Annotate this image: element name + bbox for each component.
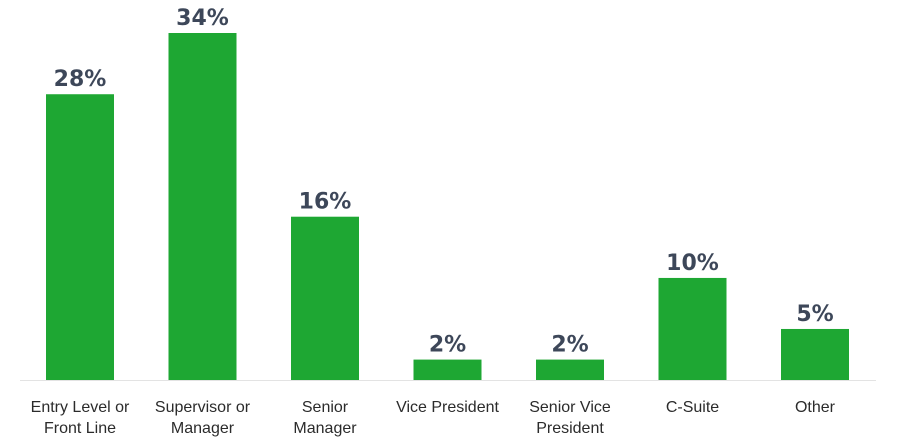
category-label-line: Manager [293, 420, 357, 437]
category-label: Entry Level or Front Line [31, 399, 130, 437]
bar-1 [168, 33, 237, 380]
bar-value-label: 16% [299, 190, 352, 215]
category-label: Supervisor or Manager [155, 399, 251, 437]
bar-value-label: 28% [54, 67, 107, 92]
category-label: Senior Manager [293, 399, 357, 437]
bar-value-label: 2% [551, 333, 588, 358]
bars-group [46, 33, 849, 380]
category-labels-group: Entry Level or Front Line Supervisor or Man… [31, 399, 836, 437]
bar-2 [291, 216, 359, 380]
category-label-line: President [536, 420, 604, 437]
category-label: Other [795, 399, 836, 416]
bar-4 [536, 359, 604, 380]
category-label: C-Suite [666, 399, 719, 416]
category-label-line: Entry Level or [31, 399, 130, 416]
bar-value-label: 34% [176, 6, 229, 31]
bar-value-label: 10% [666, 251, 719, 276]
bar-value-label: 2% [429, 333, 466, 358]
category-label-line: Vice President [396, 399, 499, 416]
bar-5 [658, 277, 727, 380]
value-labels-group: 28% 34% 16% 2% 2% 10% 5% [54, 6, 834, 358]
category-label-line: Supervisor or [155, 399, 251, 416]
category-label-line: C-Suite [666, 399, 719, 416]
bar-6 [781, 328, 849, 380]
category-label: Senior Vice President [529, 399, 611, 437]
category-label-line: Front Line [44, 420, 116, 437]
bar-0 [46, 94, 114, 380]
bar-3 [413, 359, 482, 380]
category-label-line: Senior Vice [529, 399, 611, 416]
category-label: Vice President [396, 399, 499, 416]
category-label-line: Other [795, 399, 836, 416]
category-label-line: Senior [302, 399, 349, 416]
bar-value-label: 5% [796, 302, 833, 327]
category-label-line: Manager [171, 420, 235, 437]
